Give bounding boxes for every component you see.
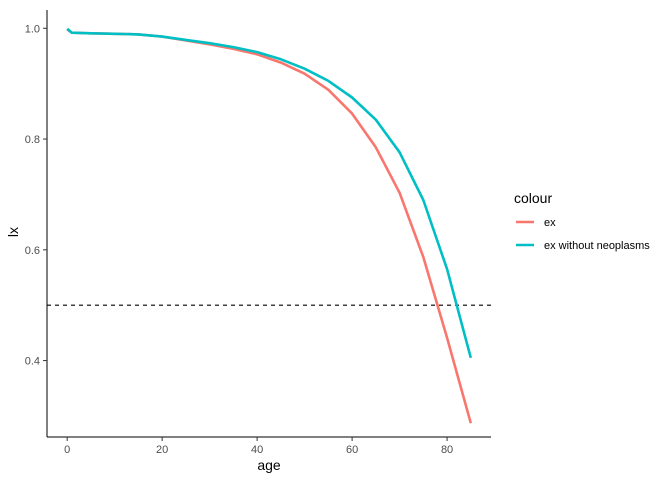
y-tick-label: 1.0 <box>25 23 40 35</box>
legend-title: colour <box>514 190 552 206</box>
y-tick-label: 0.6 <box>25 245 40 257</box>
series-line-ex-without-neoplasms <box>66 27 473 359</box>
series-layer <box>66 27 473 424</box>
x-tick-label: 20 <box>156 444 168 456</box>
x-tick-label: 60 <box>346 444 358 456</box>
legend-label-ex-without-neoplasms: ex without neoplasms <box>544 240 650 252</box>
x-axis-ticks: 0 20 40 60 80 <box>64 437 453 456</box>
y-axis-ticks: 0.4 0.6 0.8 1.0 <box>25 23 47 368</box>
x-axis-title: age <box>257 457 281 473</box>
x-tick-label: 0 <box>64 444 70 456</box>
plot-area: 0 20 40 60 80 0.4 0.6 0.8 1.0 <box>25 10 491 456</box>
y-tick-label: 0.4 <box>25 356 40 368</box>
legend-label-ex: ex <box>544 217 556 229</box>
series-line-ex <box>66 28 473 424</box>
y-tick-label: 0.8 <box>25 134 40 146</box>
x-tick-label: 40 <box>251 444 263 456</box>
legend: colour ex ex without neoplasms <box>514 190 650 252</box>
x-tick-label: 80 <box>441 444 453 456</box>
y-axis-title: lx <box>5 227 21 237</box>
